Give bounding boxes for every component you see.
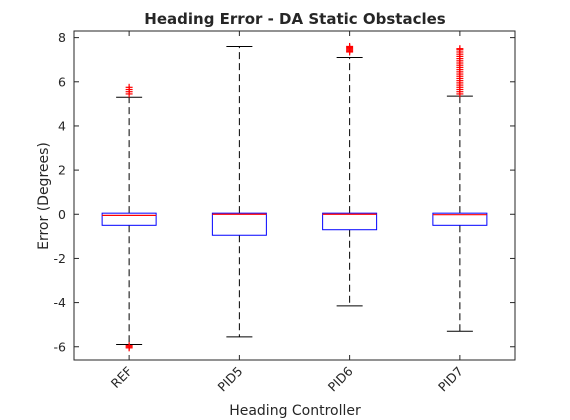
outlier-marker (125, 83, 133, 91)
y-axis-label: Error (Degrees) (36, 142, 52, 250)
box-ref (101, 83, 157, 352)
y-tick-label: -4 (54, 295, 67, 310)
y-tick-label: 4 (58, 118, 66, 133)
x-tick-label: PID5 (215, 364, 246, 395)
y-tick-label: -6 (54, 339, 67, 354)
iqr-box (432, 212, 488, 226)
box-pid7 (432, 45, 488, 332)
iqr-box (211, 212, 267, 236)
iqr-box (101, 212, 157, 226)
outlier-marker (346, 42, 354, 50)
y-tick-label: -2 (54, 251, 66, 266)
y-tick-label: 8 (58, 30, 66, 45)
chart-title: Heading Error - DA Static Obstacles (144, 10, 446, 28)
outlier-marker (456, 45, 464, 53)
x-tick-label: REF (108, 364, 135, 391)
plot-area (73, 30, 516, 361)
y-tick-label: 0 (58, 207, 66, 222)
axes-box (73, 30, 516, 361)
x-tick-label: PID6 (325, 363, 356, 394)
x-axis-label: Heading Controller (229, 403, 361, 419)
box-pid6 (322, 42, 378, 307)
x-tick-label: PID7 (435, 364, 466, 395)
box-pid5 (211, 45, 267, 338)
y-tick-label: 2 (58, 163, 66, 178)
iqr-box (322, 212, 378, 231)
outlier-marker (125, 344, 133, 352)
y-tick-label: 6 (58, 74, 66, 89)
